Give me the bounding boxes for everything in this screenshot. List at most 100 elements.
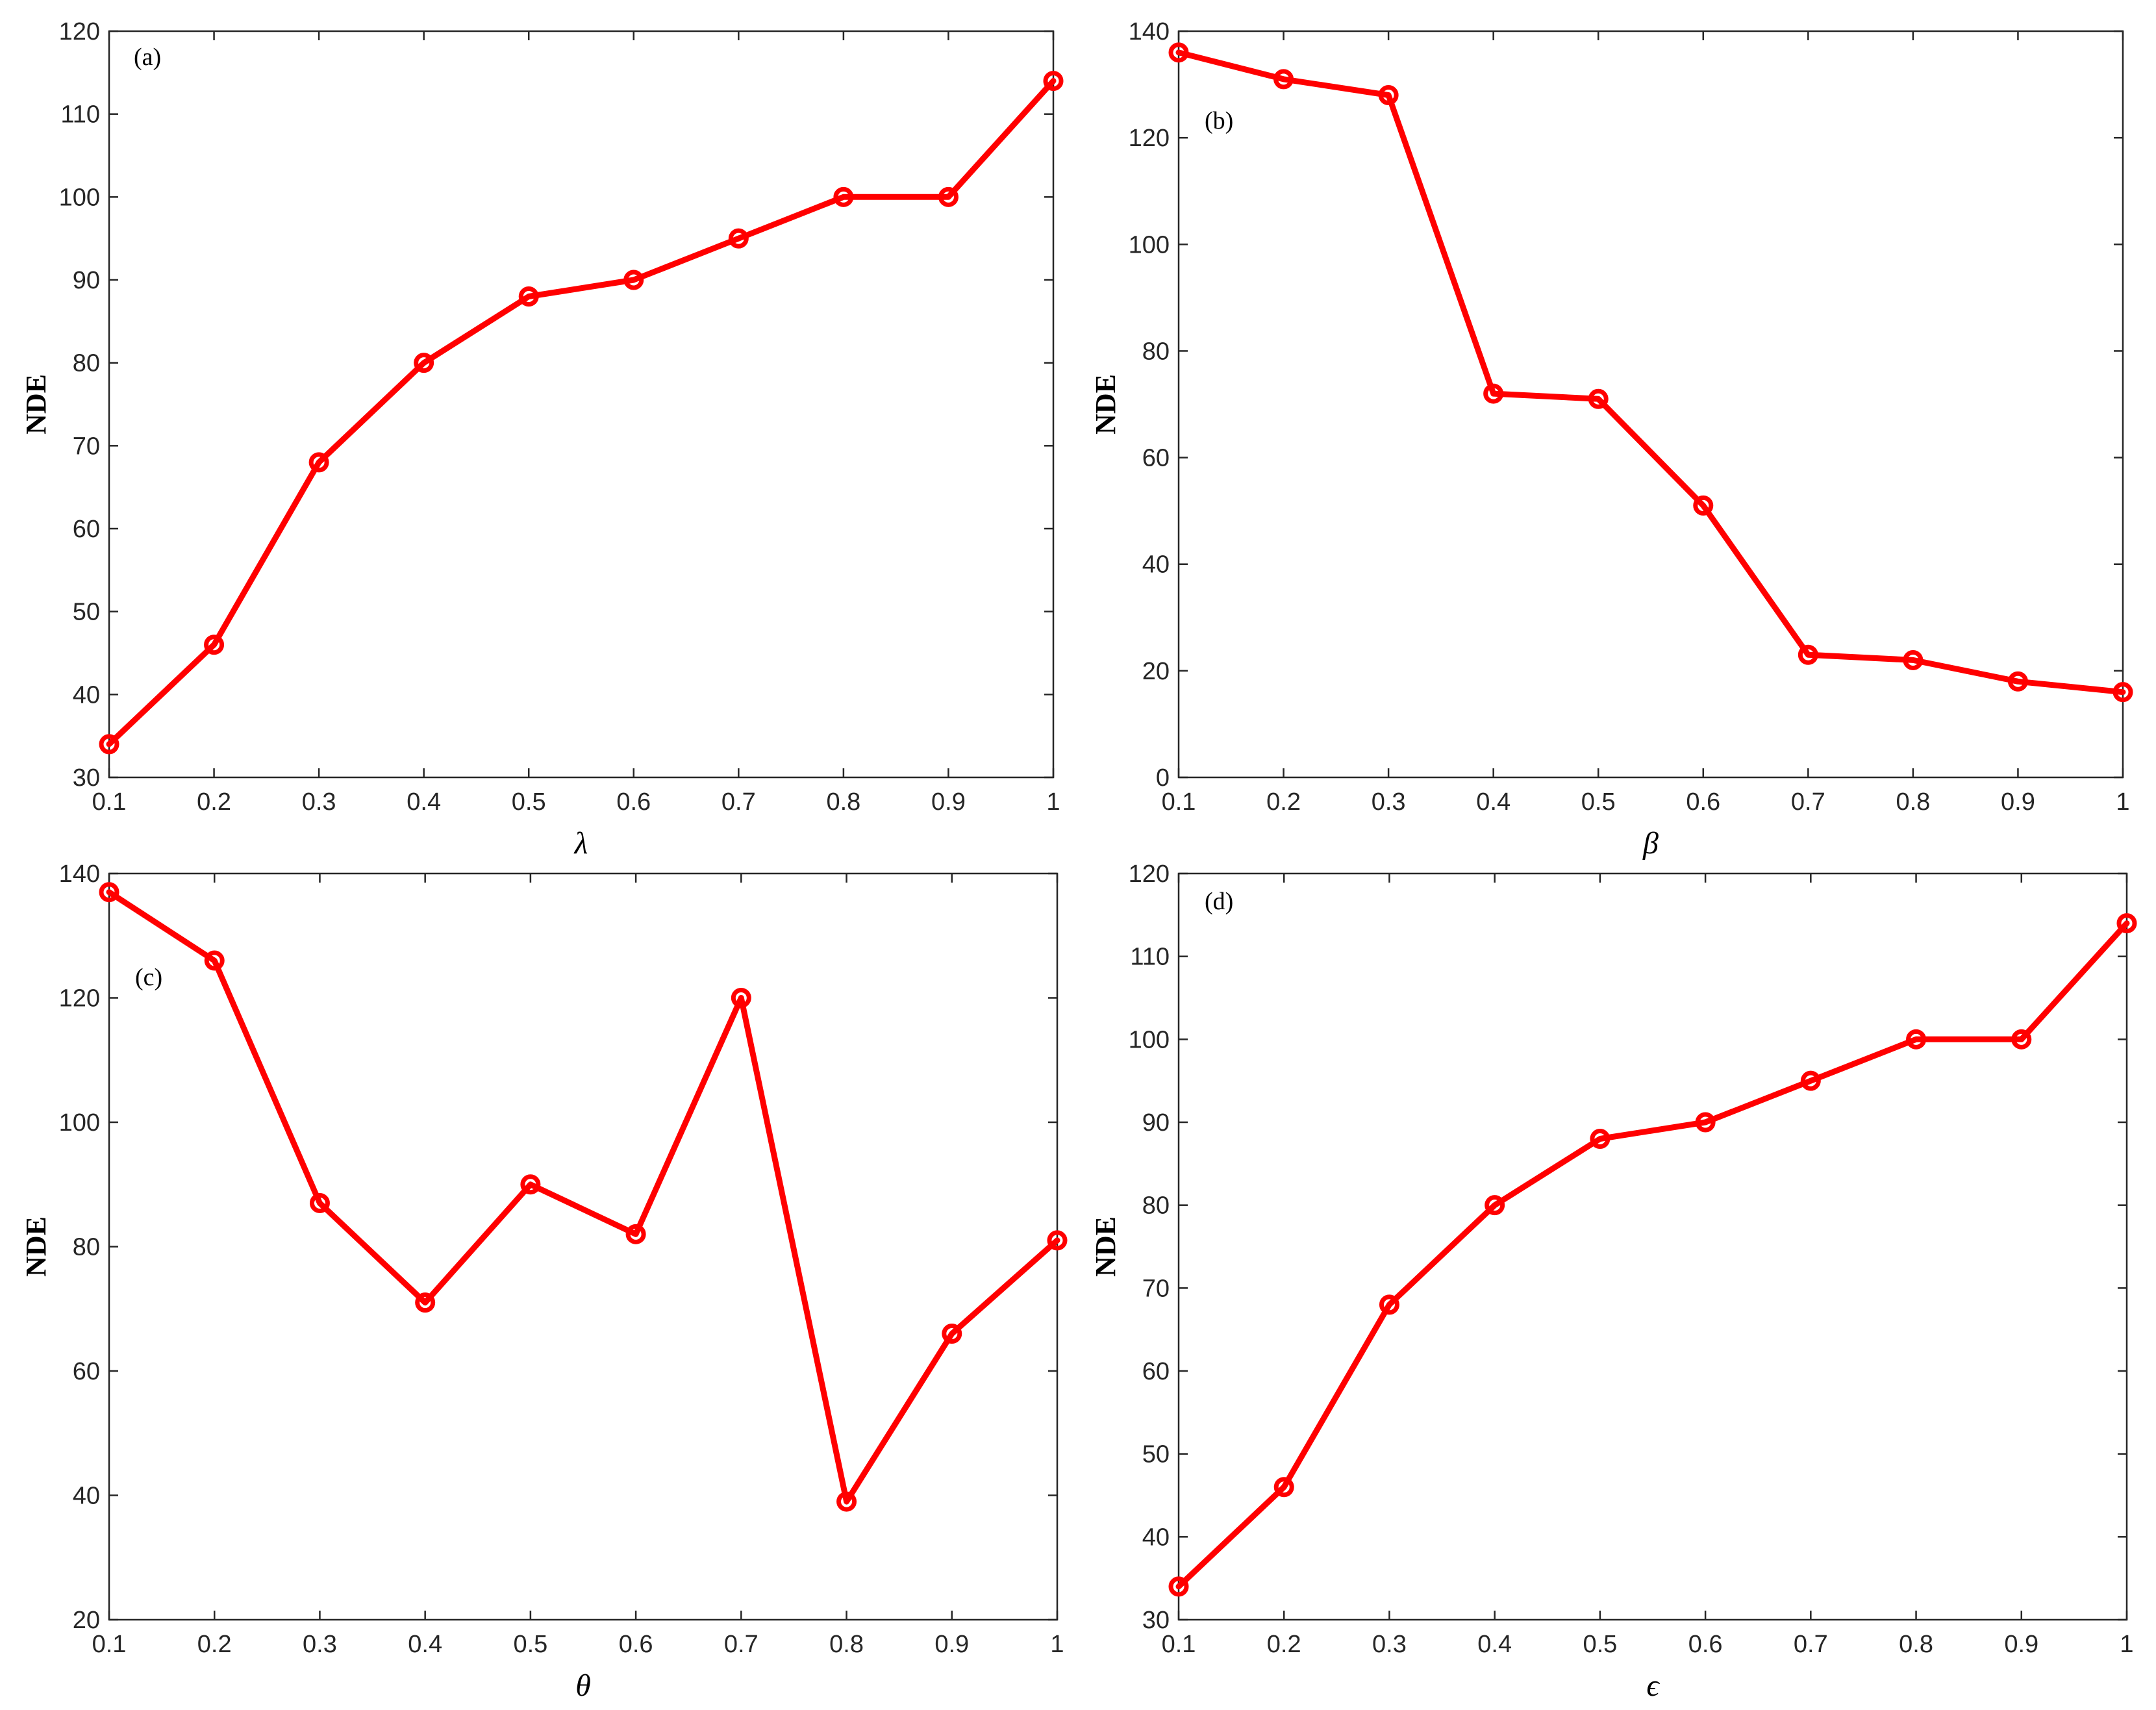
data-point-marker bbox=[520, 1174, 541, 1195]
x-tick-label: 0.5 bbox=[1581, 788, 1616, 816]
y-tick-label: 70 bbox=[73, 433, 100, 460]
data-point-marker bbox=[625, 1224, 646, 1244]
x-tick-label: 0.1 bbox=[1162, 1631, 1196, 1658]
data-point-marker bbox=[309, 1192, 330, 1213]
panel-label: (b) bbox=[1205, 107, 1233, 134]
series-line bbox=[106, 78, 1057, 748]
x-tick-label: 0.8 bbox=[1899, 1631, 1933, 1658]
y-tick-label: 120 bbox=[59, 18, 100, 45]
x-tick-label: 0.5 bbox=[1583, 1631, 1617, 1658]
data-point-marker bbox=[1800, 1070, 1821, 1091]
y-tick-label: 110 bbox=[1130, 944, 1170, 971]
panel-label: (c) bbox=[135, 964, 162, 991]
x-tick-label: 0.9 bbox=[931, 788, 966, 816]
y-tick-label: 110 bbox=[60, 101, 100, 129]
data-point-marker bbox=[99, 734, 119, 755]
y-tick-label: 0 bbox=[1156, 764, 1170, 792]
y-tick-label: 20 bbox=[1142, 658, 1170, 685]
data-point-marker bbox=[204, 950, 225, 971]
x-tick-label: 0.1 bbox=[92, 1631, 127, 1658]
y-tick-label: 80 bbox=[1142, 338, 1170, 365]
x-tick-label: 1 bbox=[2120, 1631, 2133, 1658]
y-tick-label: 40 bbox=[73, 1483, 100, 1510]
data-point-marker bbox=[1378, 84, 1399, 105]
y-tick-label: 100 bbox=[1129, 231, 1170, 258]
x-tick-label: 0.1 bbox=[92, 788, 127, 816]
x-tick-label: 0.6 bbox=[616, 788, 651, 816]
plot-area-frame bbox=[108, 872, 1059, 1621]
data-point-marker bbox=[1379, 1294, 1399, 1315]
y-tick-label: 70 bbox=[1142, 1275, 1170, 1302]
x-tick-label: 0.5 bbox=[512, 788, 546, 816]
data-point-marker bbox=[728, 228, 749, 249]
data-point-marker bbox=[1273, 69, 1294, 90]
y-tick-label: 90 bbox=[1142, 1109, 1170, 1137]
x-tick-label: 0.2 bbox=[197, 788, 231, 816]
x-tick-label: 1 bbox=[2116, 788, 2129, 816]
x-tick-label: 0.3 bbox=[303, 1631, 337, 1658]
y-tick-label: 60 bbox=[73, 516, 100, 543]
x-tick-label: 0.9 bbox=[934, 1631, 969, 1658]
data-point-marker bbox=[623, 270, 644, 290]
plot-area-frame bbox=[1177, 872, 2128, 1621]
data-point-marker bbox=[1047, 1230, 1068, 1251]
x-tick-label: 0.2 bbox=[1267, 1631, 1301, 1658]
y-tick-label: 140 bbox=[1129, 18, 1170, 45]
y-tick-label: 90 bbox=[73, 267, 100, 294]
data-point-marker bbox=[836, 1491, 857, 1512]
series-line bbox=[1175, 920, 2130, 1590]
data-point-marker bbox=[1168, 1576, 1189, 1597]
data-point-marker bbox=[1590, 1129, 1611, 1150]
data-point-marker bbox=[2007, 671, 2028, 692]
x-tick-label: 0.4 bbox=[407, 788, 441, 816]
data-point-marker bbox=[1695, 1112, 1716, 1133]
x-tick-label: 0.7 bbox=[724, 1631, 758, 1658]
y-tick-label: 40 bbox=[73, 681, 100, 709]
y-tick-label: 80 bbox=[73, 350, 100, 377]
x-tick-label: 1 bbox=[1046, 788, 1060, 816]
x-tick-label: 0.9 bbox=[2004, 1631, 2038, 1658]
x-tick-label: 0.3 bbox=[1372, 1631, 1407, 1658]
x-tick-label: 0.1 bbox=[1162, 788, 1196, 816]
data-point-marker bbox=[99, 882, 119, 903]
y-tick-label: 100 bbox=[59, 1109, 100, 1137]
y-tick-label: 120 bbox=[59, 985, 100, 1012]
y-tick-label: 100 bbox=[1129, 1026, 1170, 1053]
data-point-marker bbox=[1043, 71, 1064, 92]
y-tick-label: 30 bbox=[1142, 1607, 1170, 1634]
x-tick-label: 0.6 bbox=[619, 1631, 653, 1658]
data-point-marker bbox=[518, 286, 539, 307]
data-point-marker bbox=[1168, 42, 1189, 63]
data-point-marker bbox=[414, 353, 434, 373]
y-tick-label: 120 bbox=[1129, 125, 1170, 152]
x-tick-label: 0.8 bbox=[829, 1631, 864, 1658]
data-point-marker bbox=[938, 186, 959, 207]
y-tick-label: 80 bbox=[1142, 1192, 1170, 1220]
y-tick-label: 60 bbox=[73, 1358, 100, 1385]
x-tick-label: 0.9 bbox=[2001, 788, 2035, 816]
y-tick-label: 50 bbox=[73, 599, 100, 626]
x-tick-label: 0.2 bbox=[1266, 788, 1301, 816]
panel-label: (a) bbox=[134, 44, 161, 71]
x-axis-title: λ bbox=[573, 826, 588, 861]
plot-area-frame bbox=[1177, 30, 2124, 779]
plot-area-frame bbox=[108, 30, 1055, 779]
x-tick-label: 0.4 bbox=[408, 1631, 442, 1658]
data-point-marker bbox=[731, 988, 751, 1008]
data-point-marker bbox=[2011, 1029, 2032, 1050]
x-tick-label: 1 bbox=[1050, 1631, 1064, 1658]
y-axis-title: NDE bbox=[20, 1216, 52, 1277]
x-tick-label: 0.4 bbox=[1477, 1631, 1512, 1658]
y-tick-label: 60 bbox=[1142, 1358, 1170, 1385]
data-point-marker bbox=[1483, 383, 1504, 404]
y-tick-label: 100 bbox=[59, 184, 100, 211]
x-tick-label: 0.2 bbox=[197, 1631, 232, 1658]
series-line bbox=[1175, 49, 2126, 696]
y-tick-label: 80 bbox=[73, 1234, 100, 1261]
data-point-marker bbox=[1906, 1029, 1927, 1050]
y-tick-label: 120 bbox=[1129, 861, 1170, 888]
data-point-marker bbox=[942, 1324, 962, 1344]
x-axis-title: θ bbox=[575, 1668, 591, 1703]
x-tick-label: 0.5 bbox=[513, 1631, 547, 1658]
